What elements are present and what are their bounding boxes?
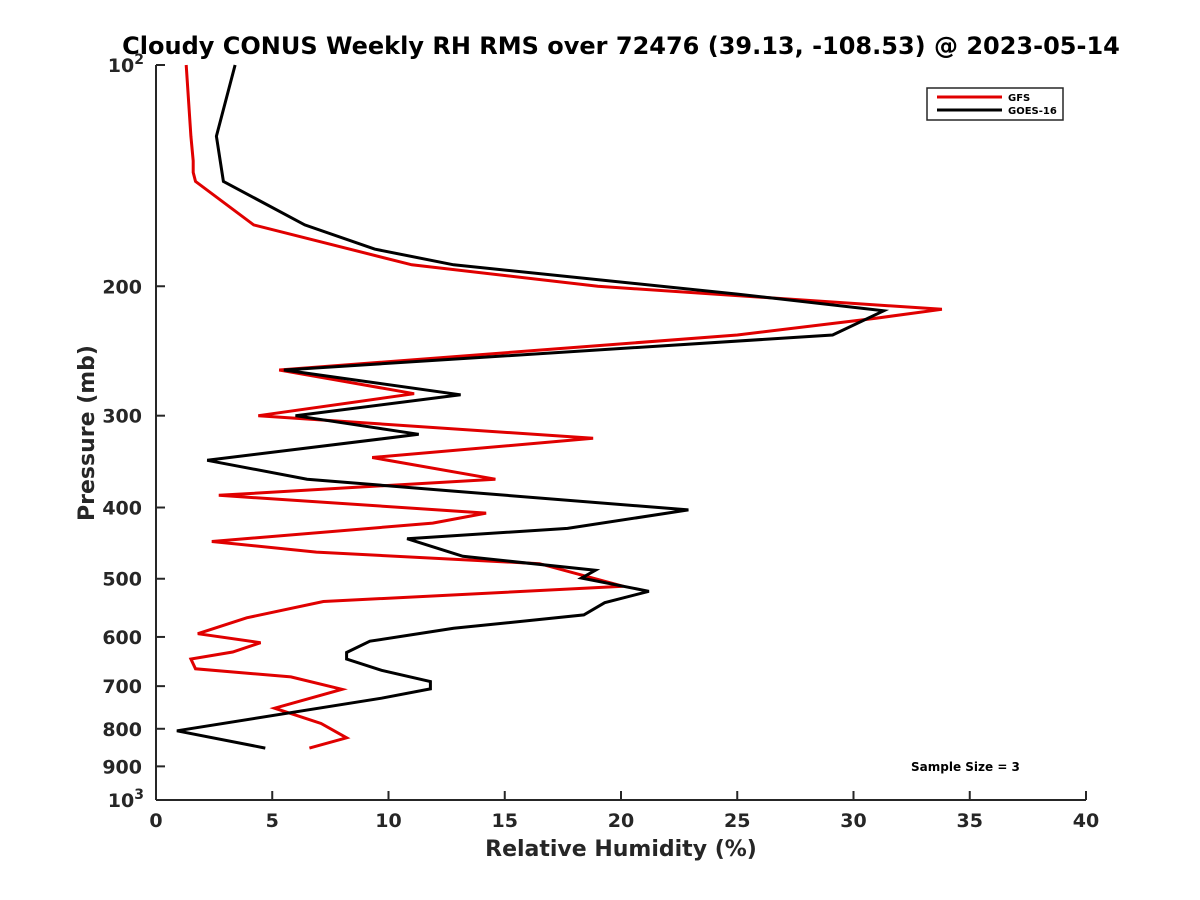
legend-label: GFS xyxy=(1008,93,1030,104)
x-tick-label: 30 xyxy=(840,810,866,832)
y-tick-label: 103 xyxy=(108,787,144,812)
y-tick-label: 500 xyxy=(102,569,142,591)
y-tick-label: 400 xyxy=(102,498,142,520)
y-tick-label: 200 xyxy=(102,276,142,298)
series-line-goes-16 xyxy=(176,64,890,750)
x-tick-label: 20 xyxy=(608,810,634,832)
x-tick-label: 15 xyxy=(492,810,518,832)
x-axis-label: Relative Humidity (%) xyxy=(485,837,757,862)
x-tick-label: 0 xyxy=(149,810,162,832)
y-tick-label: 800 xyxy=(102,719,142,741)
x-tick-label: 5 xyxy=(266,810,279,832)
legend-box xyxy=(926,87,1064,121)
x-tick-label: 40 xyxy=(1073,810,1099,832)
series-layer xyxy=(176,64,943,750)
y-axis-label: Pressure (mb) xyxy=(75,345,100,521)
chart-title: Cloudy CONUS Weekly RH RMS over 72476 (3… xyxy=(122,32,1120,60)
legend: GFS GOES-16 xyxy=(926,87,1064,121)
y-tick-label: 300 xyxy=(102,406,142,428)
axes: 0 5 10 15 20 25 30 35 40 102 200 300 400 500 600 700 800… xyxy=(102,52,1099,832)
y-tick-label: 600 xyxy=(102,627,142,649)
y-tick-label: 700 xyxy=(102,676,142,698)
x-tick-label: 25 xyxy=(724,810,750,832)
x-tick-label: 10 xyxy=(375,810,401,832)
y-tick-label: 102 xyxy=(108,52,144,77)
y-tick-label: 900 xyxy=(102,756,142,778)
legend-label: GOES-16 xyxy=(1008,106,1057,117)
x-tick-label: 35 xyxy=(957,810,983,832)
series-line-gfs xyxy=(184,64,943,750)
sample-size-annotation: Sample Size = 3 xyxy=(911,760,1020,774)
